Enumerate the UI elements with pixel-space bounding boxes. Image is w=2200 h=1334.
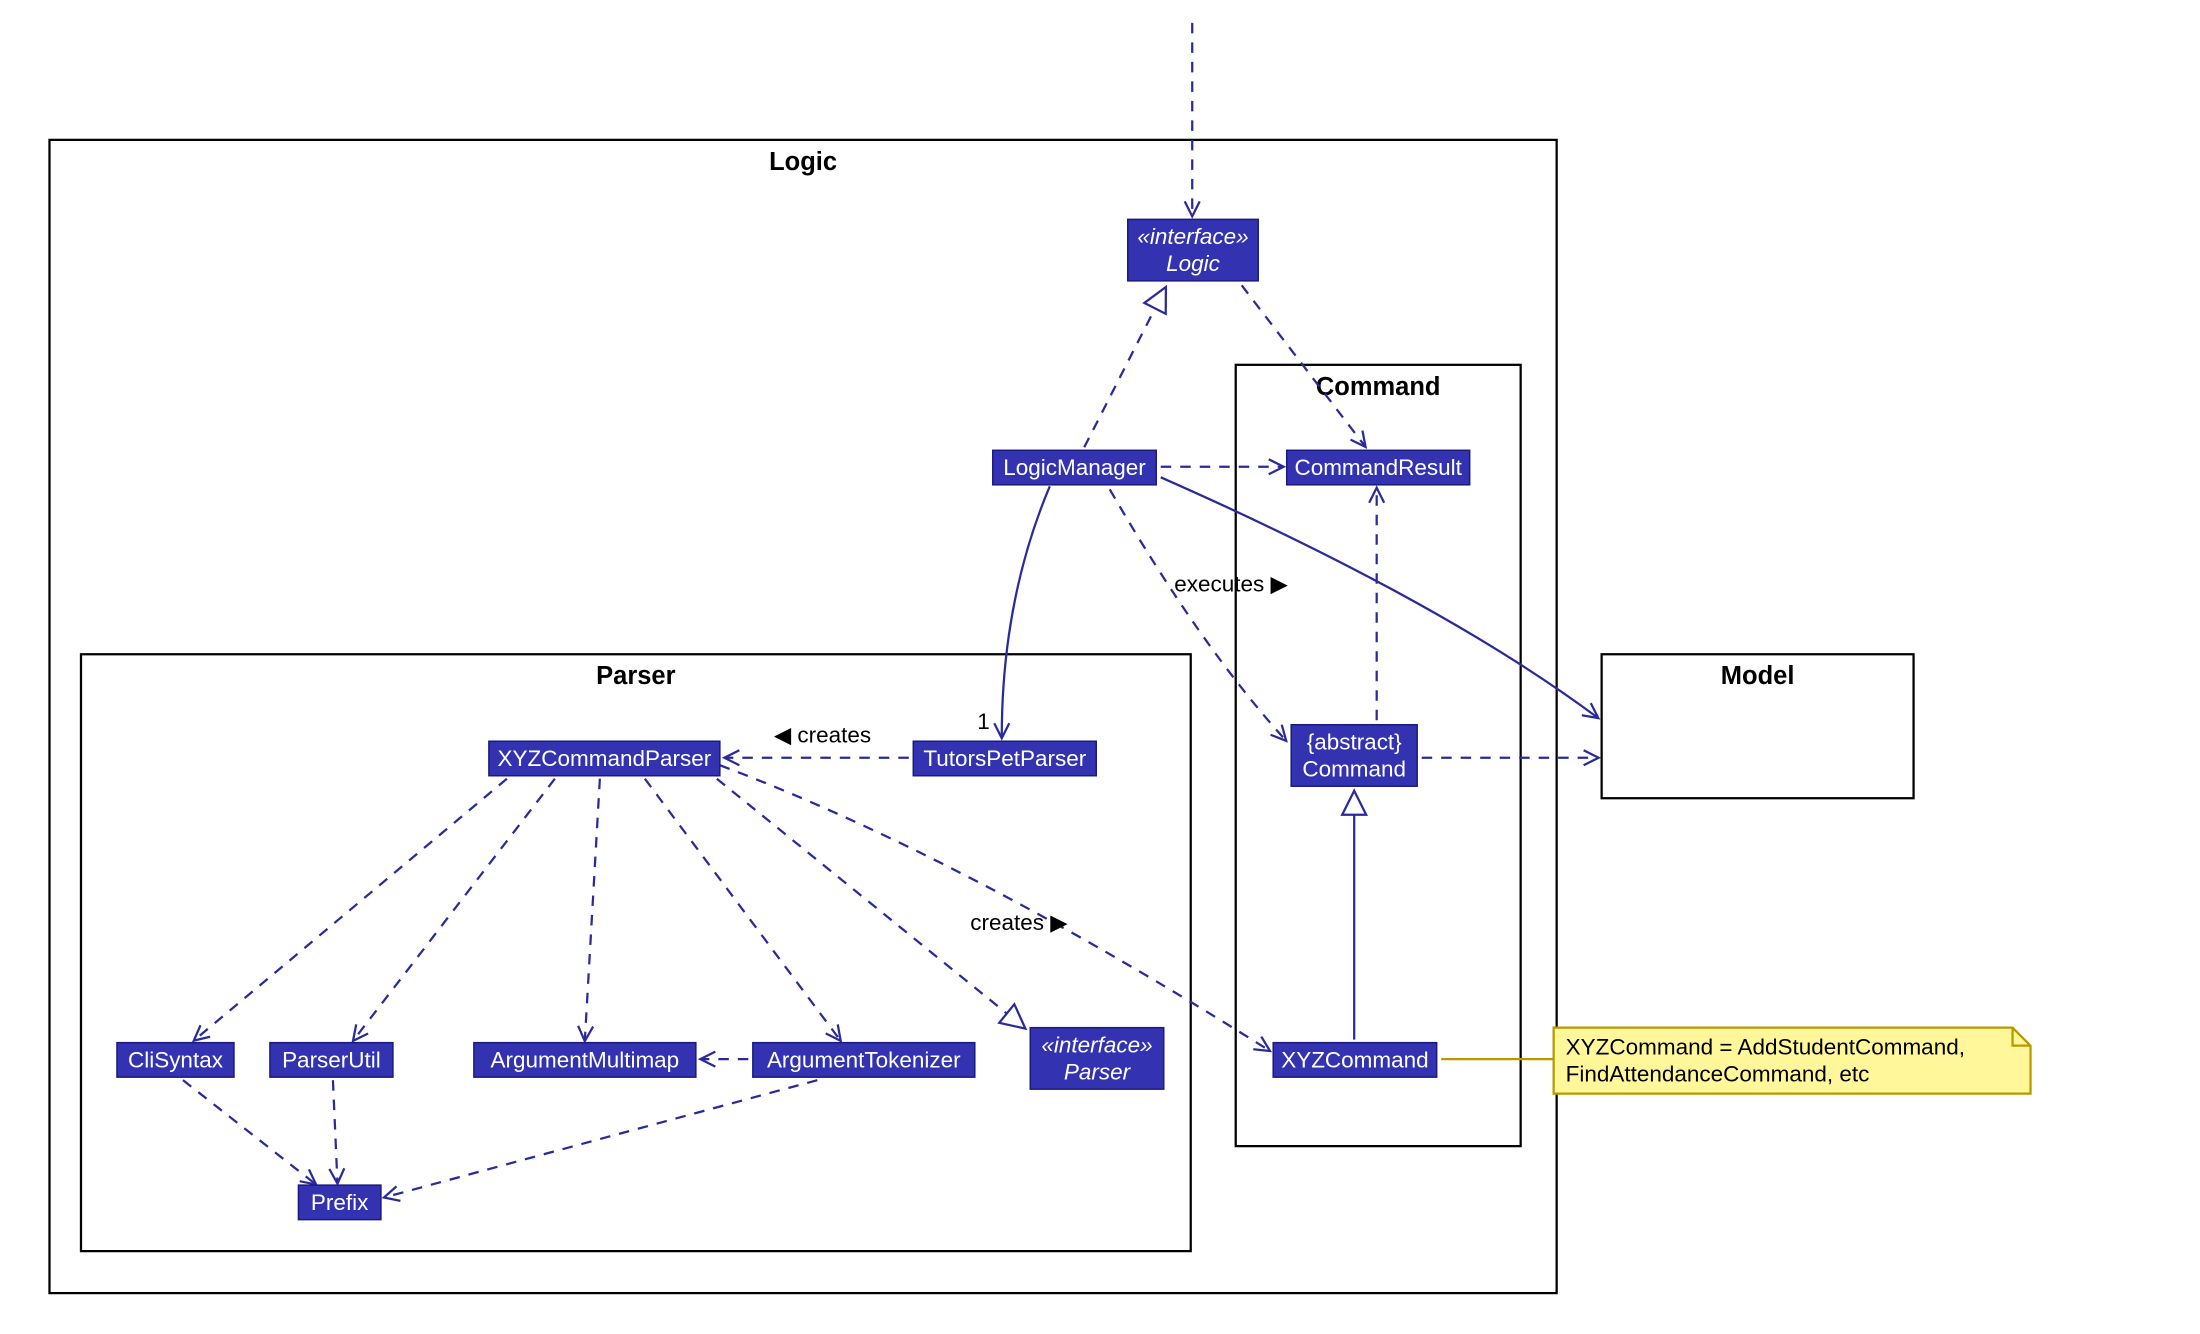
- edge-lm_realize_li: [1084, 288, 1165, 447]
- edge-at_to_prefix: [385, 1080, 817, 1197]
- node-label-logic_if-1: Logic: [1166, 251, 1220, 276]
- edge-label-xp_create_xyzc: creates ▶: [970, 910, 1067, 935]
- edge-xp_to_at: [645, 779, 840, 1040]
- node-label-parser_util-0: ParserUtil: [282, 1047, 381, 1072]
- node-label-tutors_parser-0: TutorsPetParser: [923, 746, 1086, 771]
- node-label-parser_if-0: «interface»: [1041, 1032, 1152, 1057]
- node-label-prefix-0: Prefix: [311, 1190, 368, 1215]
- edge-lm_exec_cmd: [1110, 489, 1285, 739]
- edge-xp_to_pu: [354, 779, 555, 1040]
- edge-cli_to_prefix: [183, 1080, 315, 1183]
- node-label-parser_if-1: Parser: [1064, 1059, 1132, 1084]
- node-label-command_abs-1: Command: [1302, 756, 1406, 781]
- note-text-0: XYZCommand = AddStudentCommand,: [1566, 1035, 1965, 1060]
- package-title-logic: Logic: [769, 148, 837, 176]
- edge-lm_to_model: [1161, 477, 1597, 717]
- package-logic: [49, 140, 1556, 1293]
- edge-pu_to_prefix: [333, 1080, 337, 1182]
- edge-xp_to_cli: [195, 779, 507, 1040]
- package-title-model: Model: [1721, 662, 1795, 690]
- uml-class-diagram: Logic Parser Command Model 1 executes ▶ ◀ crea…: [0, 0, 2200, 1334]
- node-label-arg_tokenizer-0: ArgumentTokenizer: [767, 1047, 961, 1072]
- edge-xp_realize_pi: [717, 779, 1024, 1028]
- package-title-parser: Parser: [596, 662, 675, 690]
- edge-xp_create_xyzc: [720, 765, 1269, 1050]
- node-label-command_result-0: CommandResult: [1294, 455, 1462, 480]
- edge-xp_to_am: [585, 779, 600, 1040]
- edge-lm_to_tp: [1002, 486, 1050, 736]
- node-label-cli_syntax-0: CliSyntax: [128, 1047, 223, 1072]
- edge-label-lm_exec_cmd: executes ▶: [1174, 571, 1288, 596]
- package-title-command: Command: [1316, 373, 1441, 401]
- node-label-command_abs-0: {abstract}: [1307, 729, 1402, 754]
- node-label-logic_manager-0: LogicManager: [1003, 455, 1146, 480]
- node-label-xyz_command-0: XYZCommand: [1281, 1047, 1428, 1072]
- note-text-1: FindAttendanceCommand, etc: [1566, 1062, 1870, 1087]
- edge-label-tp_create_xp: ◀ creates: [774, 723, 871, 748]
- node-label-logic_if-0: «interface»: [1137, 224, 1248, 249]
- node-label-arg_multimap-0: ArgumentMultimap: [491, 1047, 680, 1072]
- edge-endlabel-lm_to_tp: 1: [977, 709, 990, 734]
- node-label-xyz_parser-0: XYZCommandParser: [498, 746, 712, 771]
